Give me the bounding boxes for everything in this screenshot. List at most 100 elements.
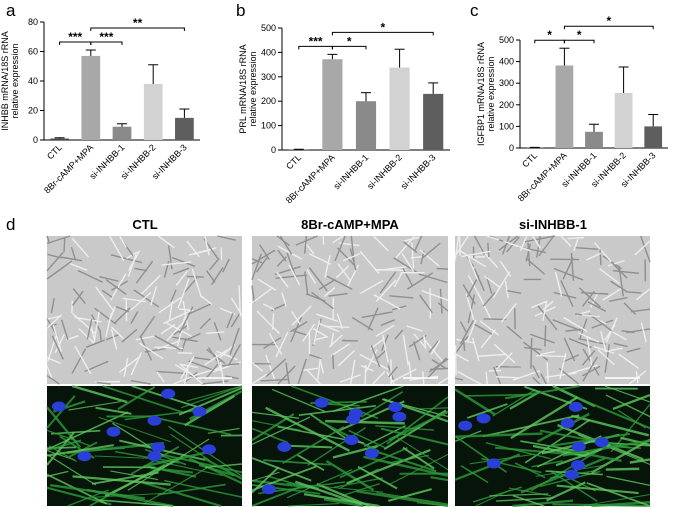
actin-fiber bbox=[469, 453, 536, 465]
cell bbox=[579, 318, 588, 339]
significance-label: * bbox=[577, 28, 582, 42]
cell bbox=[251, 249, 276, 265]
cell bbox=[581, 350, 596, 366]
actin-fiber bbox=[164, 479, 243, 498]
actin-fiber bbox=[617, 409, 647, 429]
cell bbox=[610, 280, 628, 293]
cell bbox=[163, 310, 192, 325]
actin-fiber bbox=[512, 499, 574, 507]
cell bbox=[121, 328, 138, 343]
cell bbox=[251, 258, 263, 264]
cell bbox=[597, 349, 615, 366]
cell bbox=[466, 319, 477, 342]
nucleus bbox=[364, 448, 379, 459]
actin-fiber bbox=[207, 427, 240, 434]
cell bbox=[430, 340, 441, 355]
actin-fiber bbox=[605, 467, 640, 471]
actin-fiber bbox=[104, 455, 184, 498]
cell bbox=[199, 317, 211, 330]
nucleus bbox=[560, 418, 575, 429]
cell bbox=[96, 381, 111, 385]
nucleus bbox=[571, 441, 586, 452]
cell bbox=[60, 256, 83, 262]
cell bbox=[336, 247, 356, 267]
actin-fiber bbox=[251, 457, 312, 482]
cell bbox=[437, 377, 449, 385]
cell bbox=[251, 253, 262, 281]
cell bbox=[359, 250, 380, 274]
cell bbox=[467, 274, 484, 304]
cell bbox=[268, 333, 283, 355]
cell bbox=[140, 274, 162, 295]
cell bbox=[500, 303, 517, 323]
cell bbox=[54, 333, 65, 354]
nucleus bbox=[388, 402, 403, 413]
actin-fiber bbox=[46, 444, 114, 457]
cell bbox=[376, 349, 388, 359]
y-tick-label: 400 bbox=[261, 47, 276, 57]
cell bbox=[612, 270, 640, 275]
bar bbox=[423, 93, 444, 150]
cell bbox=[204, 235, 210, 256]
cell bbox=[554, 271, 563, 297]
cell bbox=[144, 347, 167, 353]
cell bbox=[133, 289, 160, 308]
y-tick-label: 100 bbox=[499, 121, 514, 131]
cell bbox=[216, 350, 238, 361]
actin-fiber bbox=[620, 436, 651, 446]
cell bbox=[582, 356, 598, 382]
cell bbox=[94, 307, 117, 325]
cell bbox=[135, 335, 156, 341]
cell bbox=[423, 335, 427, 349]
cell bbox=[360, 279, 384, 294]
cell bbox=[570, 252, 575, 281]
cell bbox=[193, 356, 211, 361]
actin-fiber bbox=[606, 475, 651, 486]
cell bbox=[487, 242, 490, 258]
cell bbox=[419, 249, 440, 267]
cell bbox=[337, 263, 351, 282]
cell bbox=[456, 338, 474, 344]
y-tick-label: 0 bbox=[509, 143, 514, 153]
actin-fiber bbox=[590, 438, 651, 474]
y-tick-label: 20 bbox=[28, 106, 38, 116]
actin-fiber bbox=[51, 429, 101, 435]
actin-fiber bbox=[472, 486, 522, 503]
cell bbox=[110, 254, 142, 264]
cell bbox=[173, 267, 190, 275]
cell bbox=[257, 278, 277, 291]
cell bbox=[304, 271, 309, 295]
cell bbox=[414, 235, 423, 251]
cell bbox=[61, 319, 69, 341]
cell bbox=[63, 237, 66, 252]
y-tick-label: 300 bbox=[261, 72, 276, 82]
cell bbox=[328, 292, 348, 297]
cell bbox=[168, 300, 173, 321]
cell bbox=[262, 303, 275, 311]
cell bbox=[130, 291, 152, 311]
cell bbox=[139, 315, 156, 338]
y-tick-label: 60 bbox=[28, 47, 38, 57]
cell bbox=[599, 249, 602, 266]
cell bbox=[426, 357, 447, 380]
cell bbox=[602, 288, 622, 301]
x-tick-label: CTL bbox=[520, 150, 539, 169]
cell bbox=[66, 335, 79, 341]
cell bbox=[504, 240, 531, 252]
cell bbox=[179, 363, 204, 385]
cell bbox=[586, 336, 593, 368]
cell bbox=[393, 273, 403, 288]
cell bbox=[630, 308, 651, 313]
cell bbox=[99, 276, 119, 282]
cell bbox=[512, 370, 540, 381]
cell bbox=[332, 354, 335, 369]
actin-fiber bbox=[333, 385, 404, 412]
cell bbox=[119, 235, 127, 248]
cell bbox=[256, 256, 268, 273]
actin-fiber bbox=[581, 493, 651, 507]
actin-fiber bbox=[46, 439, 82, 452]
y-axis-label: relative expression bbox=[10, 43, 20, 118]
actin-fiber bbox=[323, 498, 364, 507]
actin-fiber bbox=[339, 446, 408, 479]
cell bbox=[546, 362, 549, 383]
